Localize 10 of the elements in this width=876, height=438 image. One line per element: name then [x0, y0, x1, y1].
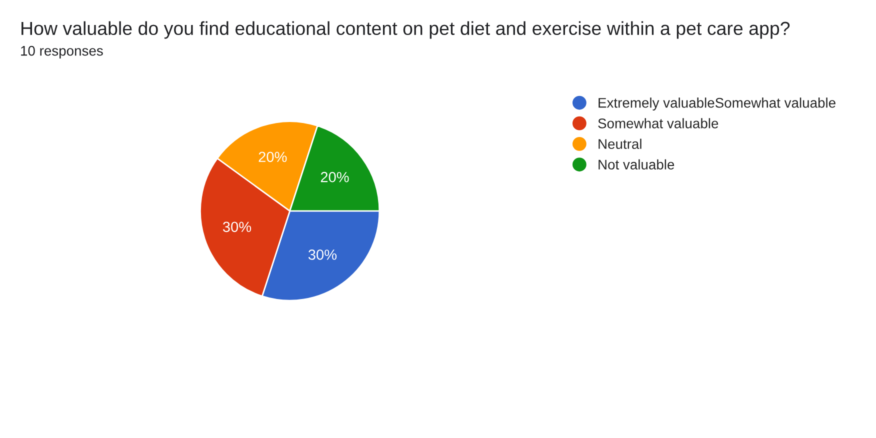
data-label: 30% [308, 250, 337, 260]
text: 10 responses [21, 46, 103, 58]
data-label: 20% [320, 172, 349, 182]
legend-label: Neutral [598, 138, 642, 149]
legend-label: Extremely valuableSomewhat valuable [598, 98, 836, 111]
data-label: 30% [222, 222, 252, 232]
data-label: 20% [258, 152, 287, 162]
legend-label: Somewhat valuable [598, 118, 718, 128]
legend-label: Not valuable [598, 159, 674, 170]
chart-title: How valuable do you find educational content on pet diet and exercise within a pet care app? [22, 21, 790, 39]
